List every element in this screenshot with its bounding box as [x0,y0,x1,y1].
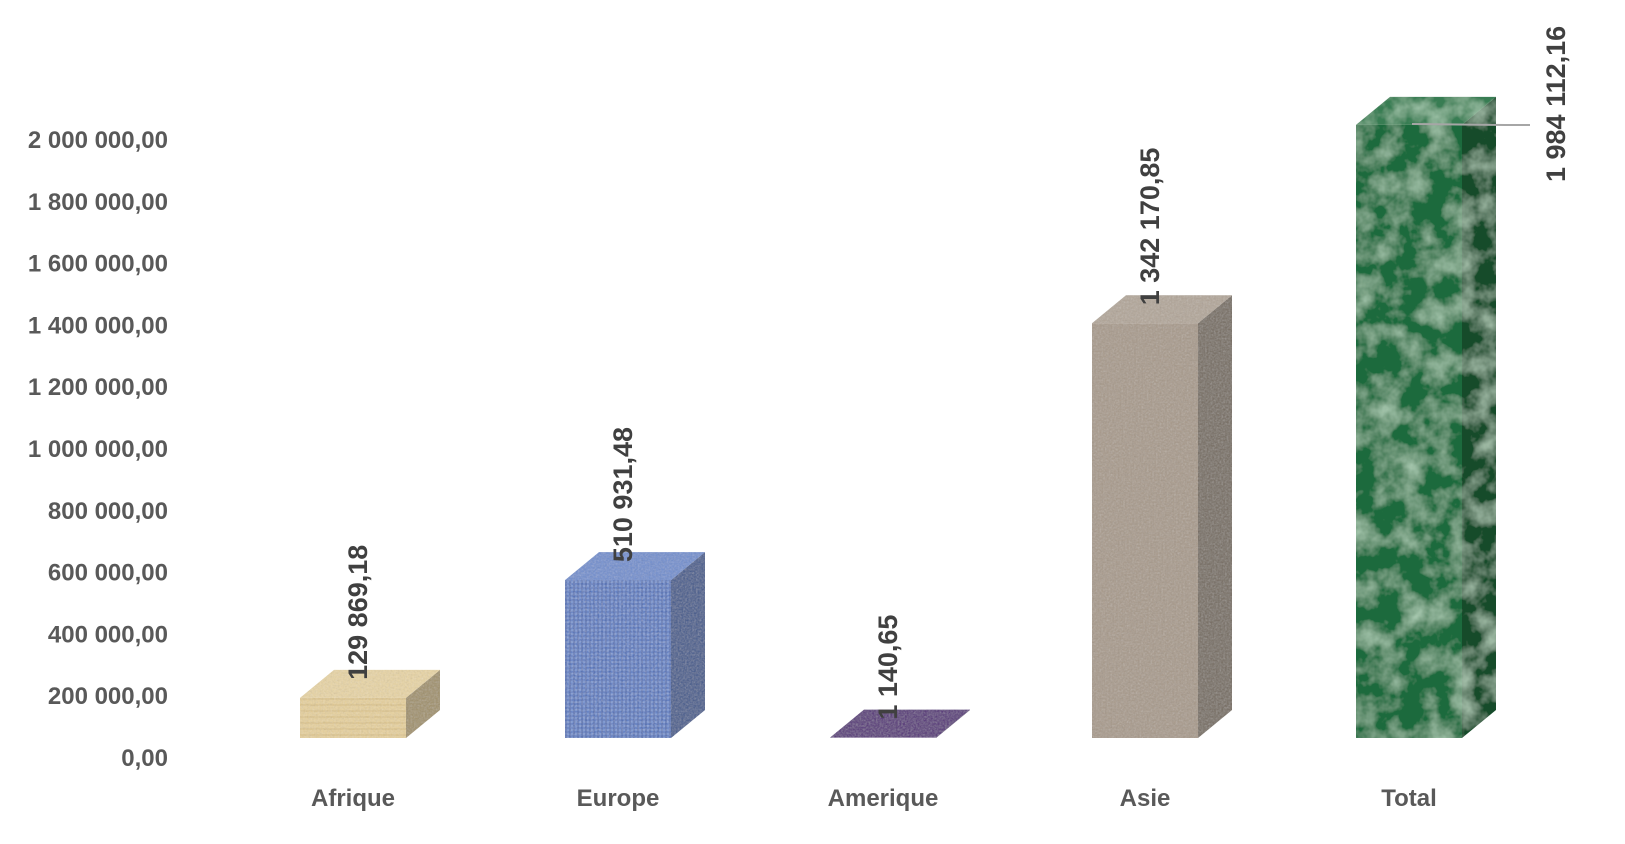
y-tick-label: 600 000,00 [48,560,168,587]
bar-top-face [300,669,440,698]
bar-side-face [1462,96,1496,738]
bar-front-face [565,580,671,738]
bar-total [1356,96,1496,738]
bar-afrique [300,669,440,738]
x-category-label: Europe [577,785,660,812]
y-tick-label: 1 400 000,00 [28,312,168,339]
y-tick-label: 1 800 000,00 [28,189,168,216]
bar-side-face [1198,295,1232,738]
y-tick-label: 1 000 000,00 [28,436,168,463]
x-category-label: Amerique [828,785,939,812]
y-tick-label: 2 000 000,00 [28,127,168,154]
bar-front-face [1356,124,1462,738]
y-tick-label: 200 000,00 [48,683,168,710]
bar-asie [1092,295,1232,738]
y-tick-label: 0,00 [121,745,168,772]
data-label: 129 869,18 [343,545,373,680]
data-label: 1 342 170,85 [1135,148,1165,306]
bar-front-face [300,697,406,738]
bar-europe [565,552,705,738]
bar-amerique [830,709,970,738]
leader-line [1411,123,1506,126]
bar-top-face [830,709,970,738]
bar-front-face [1092,323,1198,738]
bar-top-face [565,552,705,581]
bar-top-face [1092,295,1232,324]
x-category-label: Afrique [311,785,395,812]
data-label: 1 140,65 [873,615,903,720]
bar-top-face [1356,96,1496,125]
data-label: 510 931,48 [608,427,638,562]
x-category-label: Asie [1120,785,1171,812]
y-tick-label: 1 600 000,00 [28,251,168,278]
bar-side-face [406,669,440,738]
data-label: 1 984 112,16 [1541,26,1571,182]
x-category-label: Total [1381,785,1437,812]
y-tick-label: 800 000,00 [48,498,168,525]
bar-side-face [671,552,705,738]
bar-side-face [936,709,970,738]
y-tick-label: 1 200 000,00 [28,374,168,401]
y-tick-label: 400 000,00 [48,621,168,648]
